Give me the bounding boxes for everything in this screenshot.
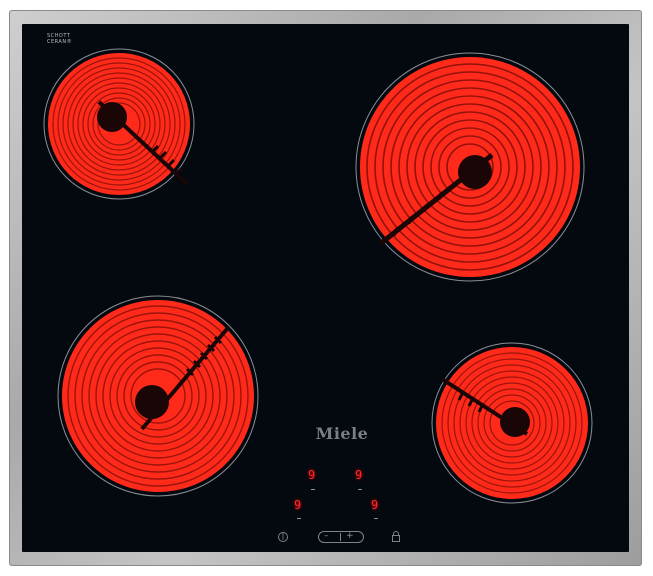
schott-ceran-logo: SCHOTT CERAN® bbox=[47, 33, 72, 45]
glass-ceramic-surface: SCHOTT CERAN® bbox=[22, 24, 629, 552]
miele-logo: Miele bbox=[315, 424, 369, 443]
cooking-zone-front-left[interactable] bbox=[57, 295, 259, 497]
cooking-zones bbox=[43, 48, 593, 504]
display-dash bbox=[297, 518, 301, 519]
schott-logo-line2: CERAN® bbox=[47, 39, 73, 45]
display-dash bbox=[311, 489, 315, 490]
display-dash bbox=[358, 489, 362, 490]
display-rear-right-top: 9 bbox=[355, 468, 363, 482]
power-icon-mark: | bbox=[281, 531, 285, 540]
power-icon[interactable] bbox=[278, 532, 288, 542]
cooking-zone-rear-right[interactable] bbox=[355, 52, 585, 282]
display-rear-right-bottom: 9 bbox=[371, 498, 379, 512]
schott-logo-line1: SCHOTT bbox=[47, 33, 71, 39]
cooking-zone-front-right[interactable] bbox=[431, 342, 593, 504]
display-dash bbox=[374, 518, 378, 519]
display-front-left-top: 9 bbox=[308, 468, 316, 482]
slider-divider bbox=[340, 533, 341, 541]
lock-icon[interactable] bbox=[392, 531, 400, 542]
cooking-zone-rear-left[interactable] bbox=[43, 48, 195, 200]
display-front-left-bottom: 9 bbox=[294, 498, 302, 512]
power-level-slider[interactable]: – + bbox=[318, 531, 364, 543]
plus-button[interactable]: + bbox=[346, 531, 354, 541]
minus-button[interactable]: – bbox=[324, 531, 329, 541]
